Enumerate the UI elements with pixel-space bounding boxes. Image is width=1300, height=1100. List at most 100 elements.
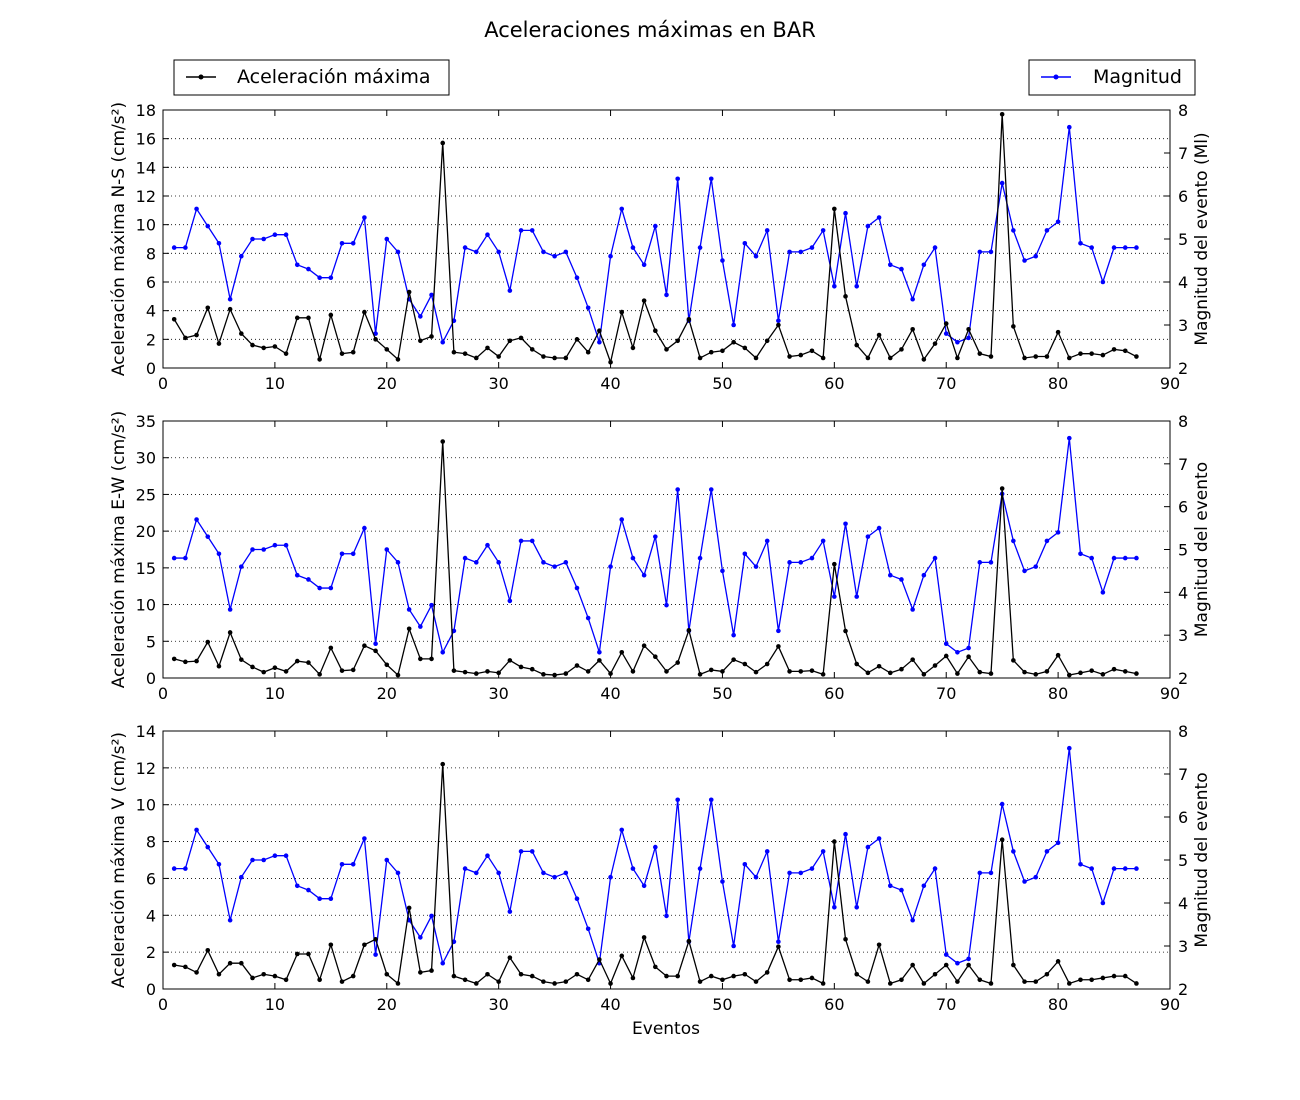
magnitude-point-v <box>205 844 211 850</box>
x-tick-label-v: 60 <box>824 995 844 1014</box>
magnitude-point-ns <box>921 262 927 268</box>
acceleration-point-ew <box>1100 672 1106 677</box>
y-axis-label-v: Aceleración máxima V (cm/s²) <box>109 732 129 988</box>
acceleration-point-ns <box>239 331 244 336</box>
magnitude-point-ns <box>999 180 1005 186</box>
acceleration-point-v <box>955 979 960 984</box>
magnitude-point-ns <box>473 249 479 255</box>
magnitude-point-v <box>362 836 367 841</box>
magnitude-point-v <box>865 844 871 850</box>
y2-axis-label-ns: Magnitud del evento (Ml) <box>1192 132 1212 345</box>
magnitude-point-v <box>899 887 904 893</box>
acceleration-point-ns <box>943 321 949 326</box>
acceleration-point-v <box>619 953 625 959</box>
magnitude-point-ns <box>496 249 501 255</box>
magnitude-point-v <box>653 844 658 850</box>
acceleration-point-v <box>1011 962 1016 968</box>
acceleration-point-ew <box>664 669 669 674</box>
acceleration-point-v <box>809 975 815 981</box>
magnitude-point-v <box>753 874 759 880</box>
magnitude-point-v <box>955 960 960 966</box>
magnitude-point-ns <box>384 236 390 242</box>
acceleration-point-v <box>921 981 927 986</box>
magnitude-point-v <box>485 853 490 858</box>
magnitude-point-v <box>440 960 446 966</box>
acceleration-point-v <box>541 979 546 984</box>
magnitude-point-v <box>708 797 714 803</box>
acceleration-point-ew <box>977 669 983 675</box>
x-tick-label-ns: 20 <box>377 374 397 393</box>
x-tick-label-ew: 40 <box>600 684 620 703</box>
acceleration-point-v <box>932 971 938 977</box>
acceleration-point-ns <box>630 345 636 351</box>
acceleration-point-ew <box>350 667 356 673</box>
acceleration-point-v <box>585 977 591 983</box>
acceleration-point-ns <box>574 337 580 342</box>
acceleration-point-ew <box>753 669 759 675</box>
acceleration-point-ew <box>585 669 591 674</box>
acceleration-point-ns <box>395 357 401 362</box>
acceleration-point-ns <box>1111 347 1117 352</box>
magnitude-point-ns <box>608 253 613 259</box>
magnitude-point-ns <box>350 241 356 246</box>
acceleration-point-v <box>339 979 345 984</box>
magnitude-point-v <box>384 857 390 863</box>
acceleration-point-ew <box>910 657 915 662</box>
magnitude-point-ew <box>955 650 960 655</box>
acceleration-point-v <box>1055 959 1061 964</box>
y-tick-label-ns: 10 <box>136 216 156 235</box>
magnitude-point-ew <box>619 517 625 522</box>
y-tick-label-ns: 12 <box>136 187 156 206</box>
acceleration-point-v <box>462 977 468 983</box>
acceleration-point-ew <box>865 670 871 676</box>
acceleration-point-ew <box>999 486 1005 491</box>
magnitude-point-ns <box>507 288 513 293</box>
acceleration-point-ew <box>809 668 815 673</box>
acceleration-point-v <box>239 960 244 966</box>
acceleration-point-ns <box>306 315 311 321</box>
magnitude-point-ns <box>988 249 994 255</box>
axes-frame-ew <box>162 420 1171 679</box>
magnitude-point-ew <box>574 585 580 591</box>
acceleration-point-ns <box>205 305 211 311</box>
acceleration-point-ns <box>518 335 524 341</box>
x-tick-label-ns: 40 <box>600 374 620 393</box>
acceleration-point-ns <box>473 355 479 361</box>
acceleration-point-v <box>261 971 267 977</box>
magnitude-point-v <box>731 943 736 949</box>
acceleration-point-v <box>776 944 781 949</box>
acceleration-point-v <box>272 973 278 979</box>
acceleration-point-ns <box>585 349 591 355</box>
acceleration-point-ew <box>306 660 311 665</box>
magnitude-point-v <box>921 883 927 889</box>
x-tick-label-v: 50 <box>712 995 732 1014</box>
magnitude-point-v <box>999 801 1005 807</box>
magnitude-point-ew <box>1022 568 1027 574</box>
acceleration-point-ew <box>608 671 613 676</box>
magnitude-point-ns <box>462 245 468 250</box>
y2-axis-label-v: Magnitud del evento <box>1192 772 1212 947</box>
chart-title: Aceleraciones máximas en BAR <box>484 18 816 42</box>
y-tick-label-ew: 10 <box>136 596 156 615</box>
acceleration-point-ns <box>753 355 759 361</box>
acceleration-point-v <box>753 979 759 984</box>
magnitude-point-ns <box>865 223 871 229</box>
acceleration-point-ew <box>283 669 289 674</box>
acceleration-point-v <box>429 968 434 973</box>
magnitude-point-v <box>988 870 994 876</box>
magnitude-point-ns <box>1078 241 1083 246</box>
acceleration-point-ns <box>820 355 826 361</box>
magnitude-point-ew <box>720 568 725 574</box>
acceleration-point-v <box>384 971 390 977</box>
magnitude-point-ew <box>350 551 356 557</box>
magnitude-point-ew <box>697 555 703 561</box>
y-tick-label-ns: 16 <box>136 130 156 149</box>
acceleration-point-ew <box>899 666 904 672</box>
magnitude-point-v <box>1067 745 1072 751</box>
y2-tick-label-ew: 7 <box>1178 455 1188 474</box>
magnitude-point-ns <box>899 266 904 272</box>
magnitude-point-ns <box>820 228 826 233</box>
acceleration-point-ew <box>742 661 748 667</box>
acceleration-point-ns <box>183 335 188 341</box>
